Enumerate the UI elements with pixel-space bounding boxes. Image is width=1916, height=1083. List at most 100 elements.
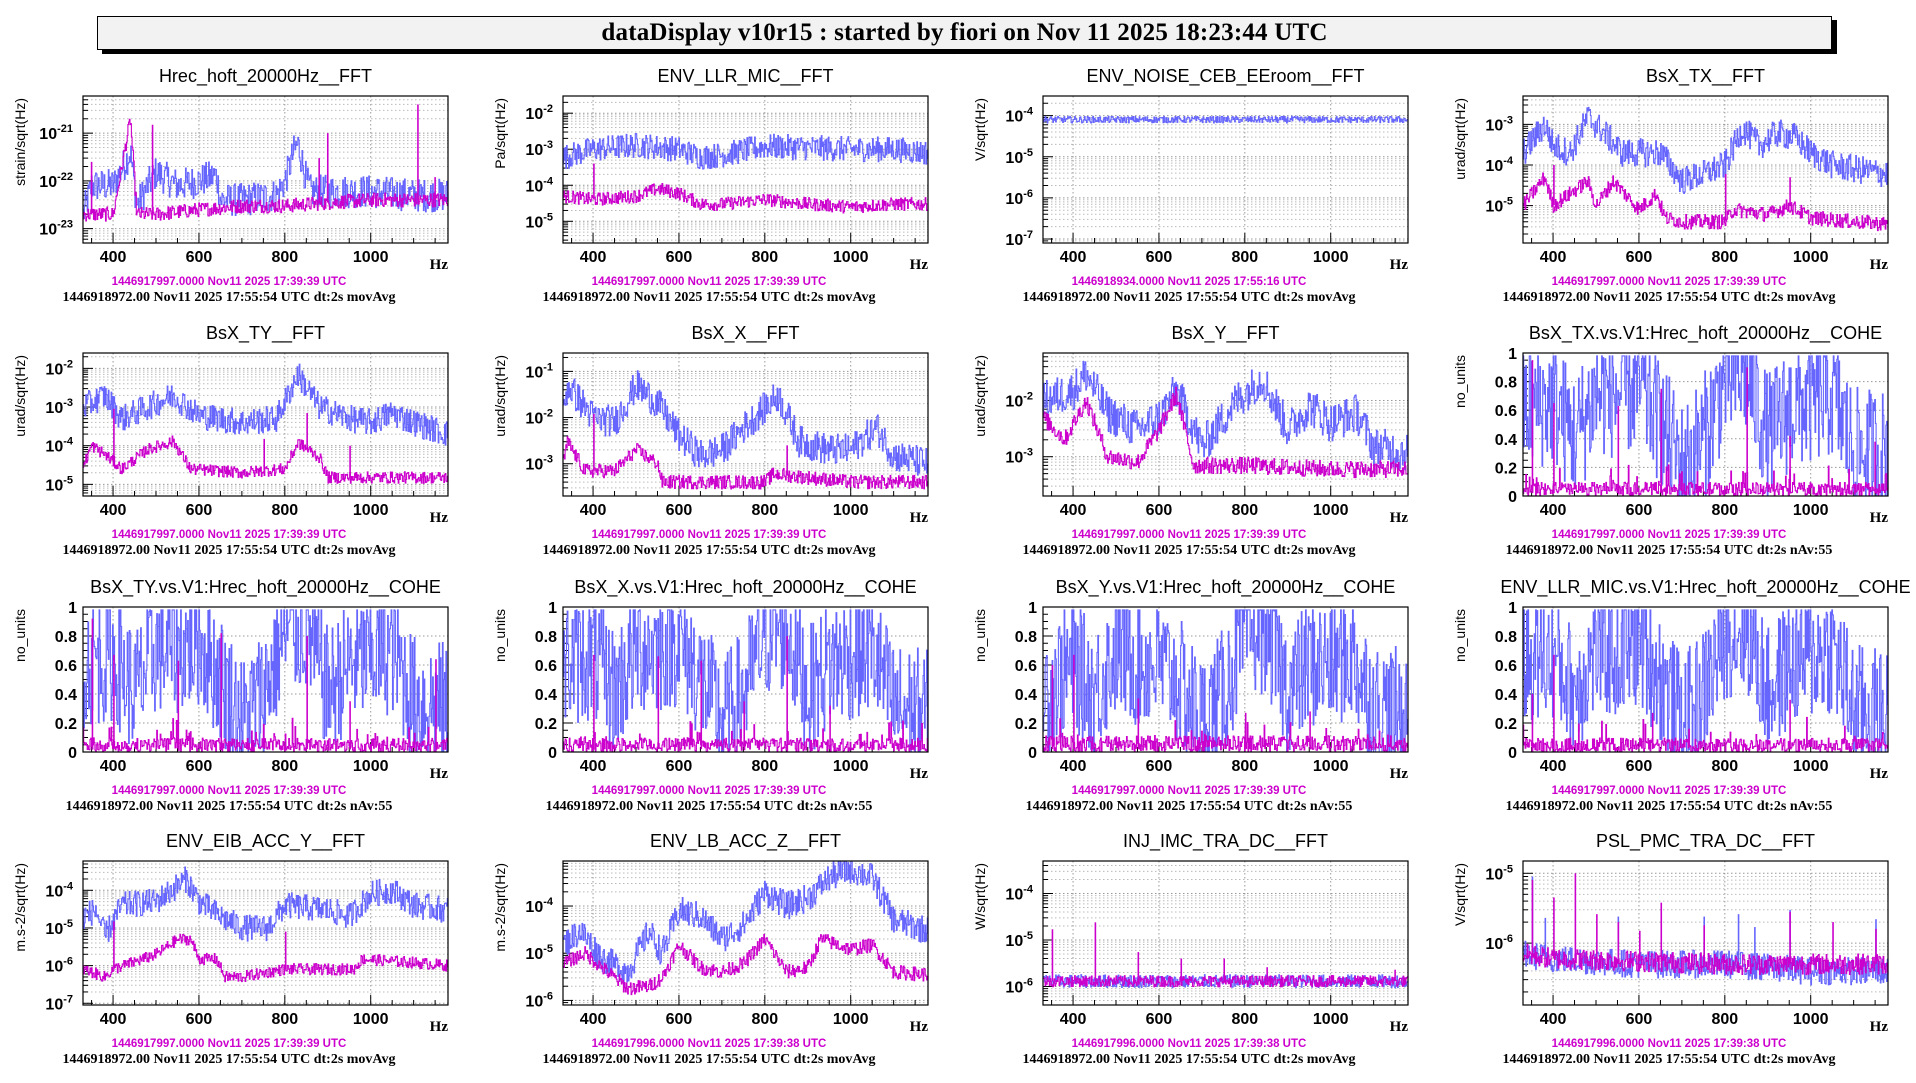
- y-tick-label: 10-5: [1485, 196, 1513, 216]
- series-reference: [1523, 943, 1889, 976]
- chart-svg: ENV_LLR_MIC.vs.V1:Hrec_hoft_20000Hz__COH…: [1452, 577, 1911, 814]
- x-tick-label: 400: [1060, 1011, 1087, 1028]
- x-axis-label: Hz: [1390, 1019, 1409, 1035]
- plot-frame: [1042, 352, 1409, 497]
- x-tick-label: 600: [1146, 502, 1173, 519]
- x-axis-label: Hz: [430, 766, 449, 782]
- window-title: dataDisplay v10r15 : started by fiori on…: [601, 19, 1328, 46]
- x-tick-label: 600: [1626, 249, 1653, 266]
- plot-title: ENV_LLR_MIC__FFT: [657, 66, 833, 87]
- series-reference: [83, 933, 449, 983]
- plot-frame: [82, 95, 449, 244]
- y-tick-label: 0.4: [1495, 432, 1517, 449]
- y-tick-label: 0.2: [1015, 716, 1037, 733]
- series-current: [1523, 106, 1889, 195]
- series-current: [83, 363, 449, 446]
- plot-frame: [562, 860, 929, 1006]
- y-axis-label: V/sqrt(Hz): [972, 98, 988, 161]
- reference-timestamp: 1446917997.0000 Nov11 2025 17:39:39 UTC: [112, 529, 347, 541]
- plot-panel: BsX_TX__FFT 10-5 10-4 10-3 400 600 800 1000 Hz ur…: [1440, 56, 1916, 318]
- x-tick-label: 600: [666, 1011, 693, 1028]
- x-tick-label: 600: [186, 249, 213, 266]
- y-tick-label: 0: [548, 745, 557, 762]
- reference-timestamp: 1446917997.0000 Nov11 2025 17:39:39 UTC: [1072, 529, 1307, 541]
- x-tick-label: 600: [666, 758, 693, 775]
- y-tick-label: 0.6: [1495, 658, 1517, 675]
- plot-frame: [1042, 606, 1409, 753]
- current-timestamp: 1446918972.00 Nov11 2025 17:55:54 UTC dt…: [546, 799, 873, 814]
- series-current: [1523, 355, 1889, 497]
- x-tick-label: 400: [580, 502, 607, 519]
- current-timestamp: 1446918972.00 Nov11 2025 17:55:54 UTC dt…: [62, 1052, 395, 1067]
- x-tick-label: 600: [1146, 758, 1173, 775]
- series-current: [563, 370, 929, 476]
- plot-title: BsX_Y.vs.V1:Hrec_hoft_20000Hz__COHE: [1056, 577, 1396, 598]
- plot-panel: INJ_IMC_TRA_DC__FFT 10-6 10-5 10-4 400 600 800…: [960, 821, 1440, 1083]
- chart-svg: BsX_Y.vs.V1:Hrec_hoft_20000Hz__COHE 0 0.2 0…: [972, 577, 1409, 814]
- y-tick-label: 10-4: [1005, 106, 1033, 126]
- plot-title: BsX_TX.vs.V1:Hrec_hoft_20000Hz__COHE: [1529, 323, 1882, 344]
- reference-timestamp: 1446917997.0000 Nov11 2025 17:39:39 UTC: [1552, 276, 1787, 288]
- plot-panel: Hrec_hoft_20000Hz__FFT 10-23 10-22 10-21 400…: [0, 56, 480, 318]
- x-tick-label: 1000: [1313, 249, 1349, 266]
- y-tick-label: 10-4: [525, 896, 553, 916]
- current-timestamp: 1446918972.00 Nov11 2025 17:55:54 UTC dt…: [1506, 799, 1833, 814]
- plot-title: Hrec_hoft_20000Hz__FFT: [159, 66, 372, 87]
- x-tick-label: 1000: [1793, 502, 1829, 519]
- y-axis-label: V/sqrt(Hz): [1452, 863, 1468, 926]
- x-axis-label: Hz: [1390, 766, 1409, 782]
- plot-title: BsX_TX__FFT: [1646, 66, 1765, 87]
- chart-svg: PSL_PMC_TRA_DC__FFT 10-6 10-5 400 600 800 1000…: [1452, 831, 1889, 1067]
- x-axis-label: Hz: [430, 257, 449, 273]
- y-axis-label: m.s-2/sqrt(Hz): [12, 863, 28, 952]
- y-tick-label: 10-5: [525, 943, 553, 963]
- reference-timestamp: 1446917996.0000 Nov11 2025 17:39:38 UTC: [592, 1038, 827, 1050]
- plot-frame: [1522, 95, 1889, 244]
- x-tick-label: 800: [1711, 249, 1738, 266]
- reference-timestamp: 1446918934.0000 Nov11 2025 17:55:16 UTC: [1072, 276, 1307, 288]
- chart-svg: BsX_TX__FFT 10-5 10-4 10-3 400 600 800 1000 Hz ur…: [1452, 66, 1889, 305]
- y-axis-label: strain/sqrt(Hz): [12, 98, 28, 186]
- plot-title: ENV_NOISE_CEB_EEroom__FFT: [1086, 66, 1364, 87]
- x-tick-label: 1000: [353, 249, 389, 266]
- plot-title: PSL_PMC_TRA_DC__FFT: [1596, 831, 1815, 852]
- series-reference: [1043, 718, 1409, 753]
- x-tick-label: 1000: [833, 1011, 869, 1028]
- x-tick-label: 600: [186, 1011, 213, 1028]
- chart-svg: Hrec_hoft_20000Hz__FFT 10-23 10-22 10-21 400…: [12, 66, 449, 305]
- y-tick-label: 10-3: [45, 397, 73, 417]
- x-axis-label: Hz: [910, 1019, 929, 1035]
- x-tick-label: 600: [1626, 502, 1653, 519]
- current-timestamp: 1446918972.00 Nov11 2025 17:55:54 UTC dt…: [1022, 543, 1355, 558]
- x-tick-label: 600: [1626, 1011, 1653, 1028]
- plot-frame: [562, 606, 929, 753]
- x-tick-label: 800: [271, 502, 298, 519]
- x-tick-label: 400: [1540, 502, 1567, 519]
- y-axis-label: no_units: [1452, 355, 1468, 408]
- current-timestamp: 1446918972.00 Nov11 2025 17:55:54 UTC dt…: [1022, 1052, 1355, 1067]
- plot-panel: BsX_X__FFT 10-3 10-2 10-1 400 600 800 1000 Hz ura…: [480, 313, 960, 575]
- x-tick-label: 800: [271, 249, 298, 266]
- y-tick-label: 10-5: [1005, 930, 1033, 950]
- y-axis-label: Pa/sqrt(Hz): [492, 98, 508, 169]
- y-tick-label: 0.8: [1495, 629, 1517, 646]
- y-tick-label: 10-3: [525, 139, 553, 159]
- plot-frame: [1522, 860, 1889, 1006]
- reference-timestamp: 1446917997.0000 Nov11 2025 17:39:39 UTC: [1552, 529, 1787, 541]
- x-tick-label: 800: [751, 758, 778, 775]
- x-tick-label: 1000: [1793, 249, 1829, 266]
- plot-frame: [1042, 860, 1409, 1006]
- title-bar: dataDisplay v10r15 : started by fiori on…: [97, 16, 1832, 50]
- x-axis-label: Hz: [430, 510, 449, 526]
- x-tick-label: 600: [1146, 1011, 1173, 1028]
- x-tick-label: 800: [1711, 502, 1738, 519]
- y-tick-label: 0.6: [55, 658, 77, 675]
- y-tick-label: 0.2: [535, 716, 557, 733]
- y-tick-label: 10-5: [45, 474, 73, 494]
- x-tick-label: 1000: [1793, 758, 1829, 775]
- x-tick-label: 800: [1711, 758, 1738, 775]
- y-tick-label: 10-3: [525, 454, 553, 474]
- plot-panel: BsX_TX.vs.V1:Hrec_hoft_20000Hz__COHE 0 0.2…: [1440, 313, 1916, 575]
- y-tick-label: 1: [1028, 600, 1037, 617]
- plot-panel: ENV_LLR_MIC.vs.V1:Hrec_hoft_20000Hz__COH…: [1440, 567, 1916, 829]
